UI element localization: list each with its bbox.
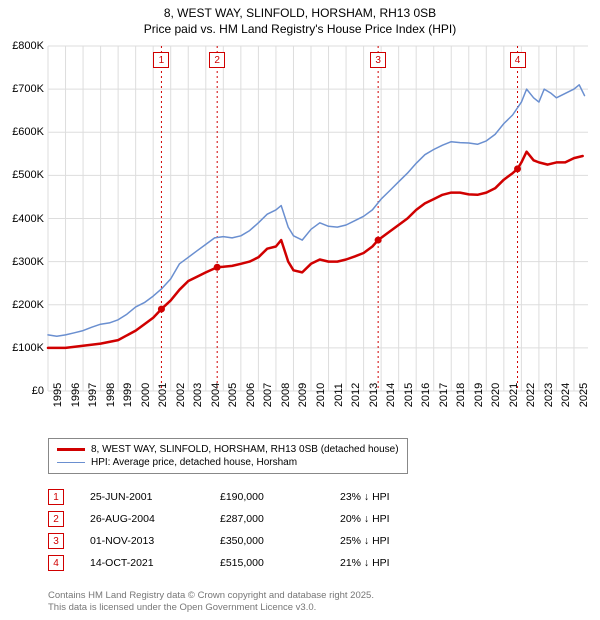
x-tick-label: 2008: [276, 383, 292, 407]
sale-marker-label: 3: [370, 52, 386, 68]
legend: 8, WEST WAY, SLINFOLD, HORSHAM, RH13 0SB…: [48, 438, 408, 474]
sale-diff: 21% ↓ HPI: [340, 557, 460, 569]
footer-line-2: This data is licensed under the Open Gov…: [48, 602, 374, 614]
sale-marker-box: 1: [48, 489, 64, 505]
x-tick-label: 2010: [311, 383, 327, 407]
legend-label: HPI: Average price, detached house, Hors…: [91, 457, 297, 468]
y-tick-label: £0: [32, 385, 48, 397]
x-tick-label: 2013: [364, 383, 380, 407]
chart-container: 8, WEST WAY, SLINFOLD, HORSHAM, RH13 0SB…: [0, 0, 600, 620]
x-tick-label: 1997: [83, 383, 99, 407]
y-tick-label: £100K: [12, 342, 48, 354]
x-tick-label: 2016: [416, 383, 432, 407]
title-line-1: 8, WEST WAY, SLINFOLD, HORSHAM, RH13 0SB: [0, 6, 600, 22]
legend-row: HPI: Average price, detached house, Hors…: [57, 456, 399, 469]
sale-price: £515,000: [220, 557, 340, 569]
sale-date: 26-AUG-2004: [90, 513, 220, 525]
x-tick-label: 2014: [381, 383, 397, 407]
x-tick-label: 2021: [504, 383, 520, 407]
sales-row: 3 01-NOV-2013£350,00025% ↓ HPI: [48, 530, 460, 552]
y-tick-label: £800K: [12, 40, 48, 52]
x-tick-label: 1998: [101, 383, 117, 407]
title-line-2: Price paid vs. HM Land Registry's House …: [0, 22, 600, 38]
title-block: 8, WEST WAY, SLINFOLD, HORSHAM, RH13 0SB…: [0, 0, 600, 37]
x-tick-label: 2018: [451, 383, 467, 407]
x-tick-label: 2006: [241, 383, 257, 407]
legend-swatch: [57, 462, 85, 464]
sale-date: 01-NOV-2013: [90, 535, 220, 547]
x-tick-label: 2025: [574, 383, 590, 407]
footer-line-1: Contains HM Land Registry data © Crown c…: [48, 590, 374, 602]
x-tick-label: 2024: [556, 383, 572, 407]
y-tick-label: £500K: [12, 169, 48, 181]
y-tick-label: £600K: [12, 126, 48, 138]
x-tick-label: 2009: [293, 383, 309, 407]
sale-date: 14-OCT-2021: [90, 557, 220, 569]
x-tick-label: 2003: [188, 383, 204, 407]
sales-row: 1 25-JUN-2001£190,00023% ↓ HPI: [48, 486, 460, 508]
legend-swatch: [57, 448, 85, 451]
x-tick-label: 2001: [153, 383, 169, 407]
y-tick-label: £400K: [12, 213, 48, 225]
x-tick-label: 2017: [434, 383, 450, 407]
sale-price: £287,000: [220, 513, 340, 525]
sale-price: £190,000: [220, 491, 340, 503]
x-tick-label: 2019: [469, 383, 485, 407]
legend-row: 8, WEST WAY, SLINFOLD, HORSHAM, RH13 0SB…: [57, 443, 399, 456]
sale-diff: 23% ↓ HPI: [340, 491, 460, 503]
y-tick-label: £700K: [12, 83, 48, 95]
sale-diff: 20% ↓ HPI: [340, 513, 460, 525]
x-tick-label: 1999: [118, 383, 134, 407]
sale-marker-label: 1: [153, 52, 169, 68]
sale-price: £350,000: [220, 535, 340, 547]
sales-table: 1 25-JUN-2001£190,00023% ↓ HPI 2 26-AUG-200…: [48, 486, 460, 574]
chart-plot-area: £0£100K£200K£300K£400K£500K£600K£700K£80…: [48, 46, 588, 391]
x-tick-label: 2022: [521, 383, 537, 407]
x-tick-label: 2007: [258, 383, 274, 407]
x-tick-label: 2020: [486, 383, 502, 407]
x-tick-label: 2002: [171, 383, 187, 407]
y-tick-label: £200K: [12, 299, 48, 311]
x-tick-label: 2000: [136, 383, 152, 407]
sale-marker-label: 2: [209, 52, 225, 68]
x-tick-label: 2004: [206, 383, 222, 407]
legend-label: 8, WEST WAY, SLINFOLD, HORSHAM, RH13 0SB…: [91, 444, 399, 455]
sale-marker-box: 3: [48, 533, 64, 549]
sale-marker-box: 4: [48, 555, 64, 571]
chart-svg: [48, 46, 588, 391]
x-tick-label: 2012: [346, 383, 362, 407]
sale-marker-label: 4: [510, 52, 526, 68]
x-tick-label: 2023: [539, 383, 555, 407]
y-tick-label: £300K: [12, 256, 48, 268]
x-tick-label: 1995: [48, 383, 64, 407]
sales-row: 2 26-AUG-2004£287,00020% ↓ HPI: [48, 508, 460, 530]
x-tick-label: 2015: [399, 383, 415, 407]
sale-date: 25-JUN-2001: [90, 491, 220, 503]
sale-diff: 25% ↓ HPI: [340, 535, 460, 547]
x-tick-label: 2011: [329, 383, 345, 407]
x-tick-label: 1996: [66, 383, 82, 407]
footer-attribution: Contains HM Land Registry data © Crown c…: [48, 590, 374, 614]
sales-row: 4 14-OCT-2021£515,00021% ↓ HPI: [48, 552, 460, 574]
x-tick-label: 2005: [223, 383, 239, 407]
sale-marker-box: 2: [48, 511, 64, 527]
